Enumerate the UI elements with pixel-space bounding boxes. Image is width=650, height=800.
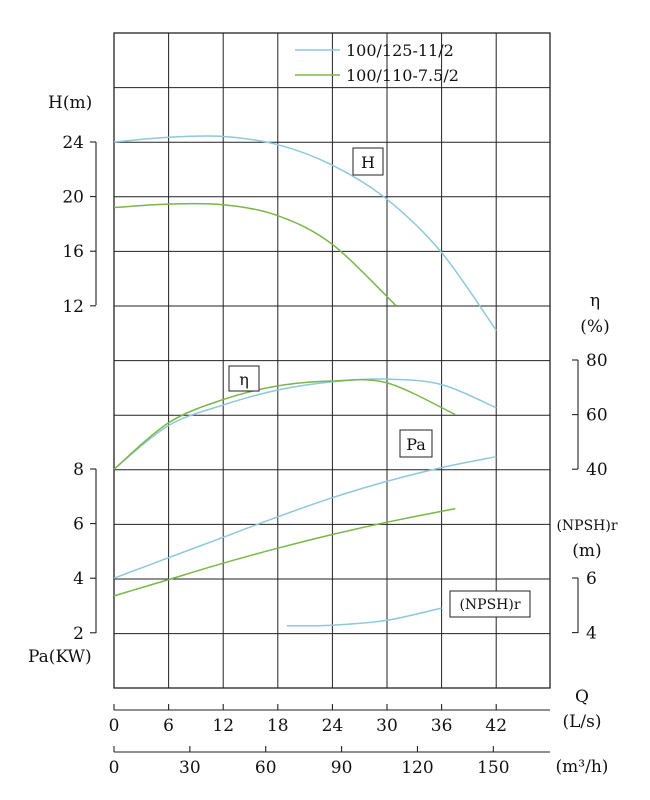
power-tick-label: 8 (73, 460, 84, 480)
efficiency-curve-label: η (228, 365, 260, 392)
head-curve-100-110-7-5-2 (113, 202, 397, 307)
svg-text:Pa: Pa (406, 435, 426, 454)
legend-label-100-110: 100/110-7.5/2 (346, 66, 459, 85)
head-tick-label: 24 (62, 133, 84, 153)
flow-m3h-tick-label: 60 (255, 758, 277, 778)
head-curve-label: H (352, 147, 384, 176)
flow-m3h-unit: (m³/h) (556, 757, 609, 777)
flow-ls-tick-label: 36 (431, 716, 453, 736)
head-tick-label: 12 (62, 297, 84, 317)
efficiency-curve-100-110-7-5-2 (113, 378, 456, 470)
npsh-curve-label: (NPSH)r (449, 590, 531, 618)
legend-label-100-125: 100/125-11/2 (346, 41, 454, 60)
head-tick-label: 20 (62, 188, 84, 208)
npsh-tick-label: 4 (586, 624, 597, 644)
flow-ls-tick-label: 6 (163, 716, 174, 736)
flow-ls-unit: (L/s) (562, 712, 601, 732)
flow-m3h-tick-label: 30 (179, 758, 201, 778)
head-curve-100-125-11-2 (113, 135, 497, 331)
svg-text:η: η (239, 370, 249, 389)
efficiency-tick-label: 40 (586, 460, 608, 480)
npsh-axis-title: (NPSH)r (556, 518, 617, 534)
efficiency-axis-title-symbol: η (590, 291, 600, 311)
efficiency-curve-100-125-11-2 (113, 378, 497, 470)
npsh-axis-unit: (m) (572, 541, 601, 561)
efficiency-tick-label: 80 (586, 351, 608, 371)
npsh-curve-100-125-11-2 (286, 607, 442, 627)
svg-text:H: H (361, 153, 375, 172)
efficiency-axis-title-unit: (%) (580, 317, 609, 337)
head-tick-label: 16 (62, 242, 84, 262)
power-tick-label: 2 (73, 624, 84, 644)
flow-m3h-tick-label: 150 (477, 758, 509, 778)
chart-grid (113, 32, 551, 689)
flow-axis-title: Q (575, 687, 589, 707)
power-curve-100-110-7-5-2 (113, 507, 456, 597)
power-tick-label: 4 (73, 569, 84, 589)
flow-ls-tick-label: 30 (376, 716, 398, 736)
head-axis-title: H(m) (48, 93, 92, 113)
flow-ls-tick-label: 12 (212, 716, 234, 736)
flow-m3h-tick-label: 90 (331, 758, 353, 778)
power-tick-label: 6 (73, 515, 84, 535)
svg-text:(NPSH)r: (NPSH)r (459, 597, 520, 613)
flow-ls-tick-label: 18 (267, 716, 289, 736)
flow-ls-tick-label: 42 (485, 716, 507, 736)
flow-ls-tick-label: 24 (322, 716, 344, 736)
curves (113, 135, 497, 627)
efficiency-tick-label: 60 (586, 406, 608, 426)
flow-m3h-tick-label: 120 (401, 758, 433, 778)
npsh-tick-label: 6 (586, 569, 597, 589)
power-curve-100-125-11-2 (113, 455, 497, 579)
flow-ls-tick-label: 0 (109, 716, 120, 736)
power-curve-label: Pa (399, 429, 433, 458)
power-axis-title: Pa(KW) (28, 647, 92, 667)
legend: 100/125-11/2 100/110-7.5/2 (295, 41, 459, 85)
flow-m3h-tick-label: 0 (109, 758, 120, 778)
